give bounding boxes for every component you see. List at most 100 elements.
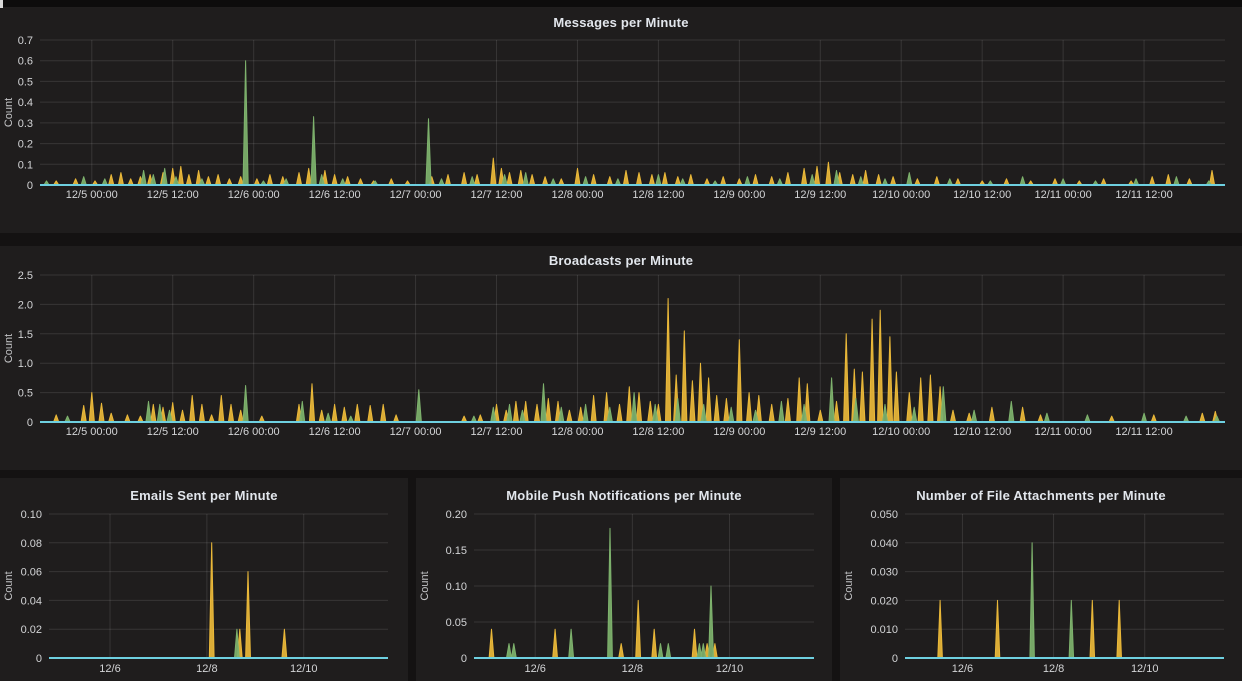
panel-emails-sent-per-minute: Emails Sent per Minute 0.10 0.08 0.06 0.04 0… — [0, 478, 408, 681]
svg-text:12/10: 12/10 — [716, 663, 744, 675]
panel-row-gap — [0, 470, 1242, 478]
svg-text:12/7 12:00: 12/7 12:00 — [471, 189, 523, 201]
panel-title-file-attachments[interactable]: Number of File Attachments per Minute — [916, 488, 1166, 503]
svg-text:12/11 00:00: 12/11 00:00 — [1034, 189, 1091, 201]
svg-text:0.020: 0.020 — [870, 595, 898, 607]
series-green — [49, 628, 388, 659]
series-green — [40, 60, 1225, 186]
panel-broadcasts-per-minute: Broadcasts per Minute 2.5 2.0 1.5 1.0 0.5 0 12… — [0, 246, 1242, 470]
svg-text:12/6: 12/6 — [99, 663, 120, 675]
svg-text:0.04: 0.04 — [21, 595, 42, 607]
svg-text:12/6 00:00: 12/6 00:00 — [228, 189, 280, 201]
svg-text:12/6: 12/6 — [524, 663, 545, 675]
svg-text:0.06: 0.06 — [21, 567, 42, 579]
svg-text:0.040: 0.040 — [870, 538, 898, 550]
grid-lines — [474, 513, 814, 658]
panel-row-gap — [0, 233, 1242, 246]
y-axis-title: Count — [843, 571, 855, 600]
svg-text:12/9 00:00: 12/9 00:00 — [713, 189, 765, 201]
svg-text:1.5: 1.5 — [18, 329, 33, 341]
series-yellow — [40, 298, 1225, 423]
svg-text:12/11 00:00: 12/11 00:00 — [1034, 426, 1091, 438]
y-axis-title: Count — [3, 98, 15, 127]
svg-text:0.5: 0.5 — [18, 388, 33, 400]
svg-text:12/8: 12/8 — [196, 663, 217, 675]
y-axis-title: Count — [419, 571, 431, 600]
series-green — [40, 377, 1225, 423]
svg-text:12/7 00:00: 12/7 00:00 — [390, 189, 442, 201]
svg-text:12/8 00:00: 12/8 00:00 — [551, 189, 603, 201]
svg-text:12/9 00:00: 12/9 00:00 — [713, 426, 765, 438]
svg-text:0.10: 0.10 — [446, 581, 467, 593]
panel-column-gap — [832, 478, 840, 681]
panel-column-gap — [408, 478, 416, 681]
svg-text:12/8 00:00: 12/8 00:00 — [551, 426, 603, 438]
axis-tick-labels: 2.5 2.0 1.5 1.0 0.5 0 12/5 00:00 12/5 12:00 12/6… — [18, 270, 1173, 438]
y-axis-title: Count — [3, 334, 15, 363]
svg-text:12/11 12:00: 12/11 12:00 — [1115, 189, 1172, 201]
grid-lines — [905, 513, 1224, 658]
svg-text:12/6 00:00: 12/6 00:00 — [228, 426, 280, 438]
series-yellow — [474, 599, 814, 659]
panel-title-broadcasts[interactable]: Broadcasts per Minute — [548, 253, 694, 268]
axis-tick-labels: 0.10 0.08 0.06 0.04 0.02 0 12/6 12/8 12/10 — [21, 509, 318, 675]
svg-text:0.2: 0.2 — [18, 139, 33, 151]
svg-text:12/6: 12/6 — [952, 663, 973, 675]
svg-text:12/6 12:00: 12/6 12:00 — [309, 189, 361, 201]
svg-text:12/10: 12/10 — [290, 663, 318, 675]
svg-text:12/8: 12/8 — [1043, 663, 1064, 675]
svg-text:2.5: 2.5 — [18, 270, 33, 282]
svg-text:0.15: 0.15 — [446, 545, 467, 557]
panel-messages-per-minute: Messages per Minute 0.7 0.6 0.5 0.4 0.3 0.2 0.… — [0, 8, 1242, 233]
series-yellow — [40, 157, 1225, 186]
panel-mobile-push-per-minute: Mobile Push Notifications per Minute 0.2… — [416, 478, 832, 681]
panel-title-messages[interactable]: Messages per Minute — [553, 15, 689, 30]
svg-text:0.20: 0.20 — [446, 509, 467, 521]
svg-text:0: 0 — [36, 653, 42, 665]
mobile-push-chart[interactable]: 0.20 0.15 0.10 0.05 0 12/6 12/8 12/10 Count — [416, 478, 832, 681]
svg-text:12/5 12:00: 12/5 12:00 — [147, 189, 199, 201]
emails-chart[interactable]: 0.10 0.08 0.06 0.04 0.02 0 12/6 12/8 12/10 Count — [0, 478, 408, 681]
axis-tick-labels: 0.7 0.6 0.5 0.4 0.3 0.2 0.1 0 12/5 00:00 12/5 12:… — [18, 35, 1173, 201]
svg-text:12/10 12:00: 12/10 12:00 — [953, 426, 1011, 438]
file-attachments-chart[interactable]: 0.050 0.040 0.030 0.020 0.010 0 12/6 12/8 12/10 C… — [840, 478, 1242, 681]
svg-text:0.08: 0.08 — [21, 538, 42, 550]
svg-text:1.0: 1.0 — [18, 358, 33, 370]
svg-text:0.02: 0.02 — [21, 624, 42, 636]
axis-tick-labels: 0.20 0.15 0.10 0.05 0 12/6 12/8 12/10 — [446, 509, 744, 675]
series-green — [474, 527, 814, 659]
svg-text:0.010: 0.010 — [870, 624, 898, 636]
svg-text:0.3: 0.3 — [18, 118, 33, 130]
svg-text:0.030: 0.030 — [870, 567, 898, 579]
svg-text:0.4: 0.4 — [18, 97, 33, 109]
svg-text:0: 0 — [892, 653, 898, 665]
svg-text:0: 0 — [27, 180, 33, 192]
svg-text:0: 0 — [461, 653, 467, 665]
svg-text:0.050: 0.050 — [870, 509, 898, 521]
svg-text:2.0: 2.0 — [18, 299, 33, 311]
panel-title-mobile-push[interactable]: Mobile Push Notifications per Minute — [506, 488, 742, 503]
svg-text:12/8 12:00: 12/8 12:00 — [632, 189, 684, 201]
svg-text:12/5 12:00: 12/5 12:00 — [147, 426, 199, 438]
dashboard-top-strip — [0, 0, 1242, 8]
broadcasts-chart[interactable]: 2.5 2.0 1.5 1.0 0.5 0 12/5 00:00 12/5 12:00 12/6… — [0, 246, 1242, 470]
svg-text:12/7 12:00: 12/7 12:00 — [471, 426, 523, 438]
y-axis-title: Count — [3, 571, 15, 600]
svg-text:12/6 12:00: 12/6 12:00 — [309, 426, 361, 438]
svg-text:0.1: 0.1 — [18, 159, 33, 171]
svg-text:0.5: 0.5 — [18, 76, 33, 88]
panel-title-emails[interactable]: Emails Sent per Minute — [130, 488, 278, 503]
svg-text:12/10: 12/10 — [1131, 663, 1159, 675]
svg-text:0.7: 0.7 — [18, 35, 33, 47]
messages-chart[interactable]: 0.7 0.6 0.5 0.4 0.3 0.2 0.1 0 12/5 00:00 12/5 12:… — [0, 8, 1242, 233]
grid-lines — [49, 513, 388, 658]
svg-text:0.05: 0.05 — [446, 617, 467, 629]
svg-text:0: 0 — [27, 417, 33, 429]
svg-text:12/5 00:00: 12/5 00:00 — [66, 189, 118, 201]
svg-text:0.6: 0.6 — [18, 56, 33, 68]
svg-text:12/7 00:00: 12/7 00:00 — [390, 426, 442, 438]
bottom-panel-row: Emails Sent per Minute 0.10 0.08 0.06 0.04 0… — [0, 478, 1242, 681]
grid-lines — [40, 274, 1225, 422]
svg-text:12/11 12:00: 12/11 12:00 — [1115, 426, 1172, 438]
svg-text:12/10 12:00: 12/10 12:00 — [953, 189, 1011, 201]
